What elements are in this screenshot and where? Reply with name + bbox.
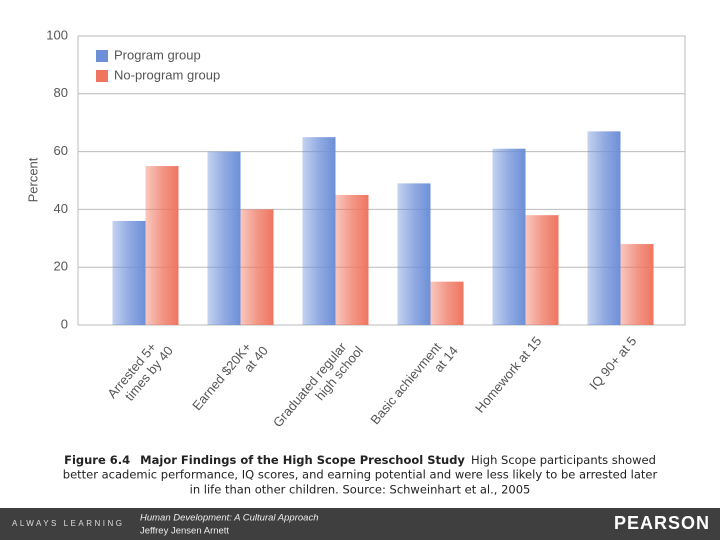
x-tick-label: Earned $20K+at 40 bbox=[189, 340, 271, 414]
bar bbox=[207, 151, 241, 325]
legend-label: Program group bbox=[114, 47, 201, 62]
bar bbox=[240, 209, 274, 325]
legend-swatch bbox=[96, 50, 108, 62]
x-tick-label-line: Earned $20K+ bbox=[189, 340, 254, 414]
legend-swatch bbox=[96, 70, 108, 82]
footer-brand: PEARSON bbox=[614, 513, 710, 533]
bar bbox=[145, 166, 179, 325]
footer-book: Human Development: A Cultural Approach bbox=[140, 513, 318, 524]
caption-title: Major Findings of the High Scope Prescho… bbox=[140, 453, 465, 467]
caption-text: High Scope participants showed bbox=[471, 453, 656, 467]
y-axis-label: Percent bbox=[25, 157, 40, 202]
bar bbox=[397, 183, 431, 325]
footer-bar bbox=[0, 508, 720, 540]
footer-tagline: ALWAYS LEARNING bbox=[12, 519, 124, 528]
bar bbox=[335, 194, 369, 325]
bar bbox=[302, 137, 336, 325]
bar bbox=[620, 244, 654, 325]
bar bbox=[430, 281, 464, 325]
caption-text: in life than other children. Source: Sch… bbox=[190, 483, 531, 497]
bar bbox=[492, 148, 526, 325]
caption-text: better academic performance, IQ scores, … bbox=[63, 468, 658, 482]
x-tick-label: Arrested 5+times by 40 bbox=[104, 340, 176, 404]
legend-label: No-program group bbox=[114, 67, 220, 82]
bar bbox=[587, 131, 621, 325]
y-tick-label: 20 bbox=[54, 259, 68, 274]
x-tick-label-line: Basic achievment bbox=[367, 339, 444, 427]
x-tick-label: Homework at 15 bbox=[472, 333, 544, 415]
y-tick-label: 80 bbox=[54, 85, 68, 100]
x-tick-label-line: Homework at 15 bbox=[472, 333, 544, 415]
caption-line: Figure 6.4 Major Findings of the High Sco… bbox=[64, 453, 656, 467]
footer-author: Jeffrey Jensen Arnett bbox=[140, 526, 229, 537]
y-tick-label: 60 bbox=[54, 143, 68, 158]
y-tick-label: 100 bbox=[46, 27, 68, 42]
caption-label: Figure 6.4 bbox=[64, 453, 130, 467]
x-tick-label: IQ 90+ at 5 bbox=[586, 333, 639, 392]
y-tick-label: 0 bbox=[61, 316, 68, 331]
bar bbox=[525, 215, 559, 325]
x-tick-label-line: IQ 90+ at 5 bbox=[586, 333, 639, 392]
bar bbox=[112, 220, 146, 325]
y-tick-label: 40 bbox=[54, 201, 68, 216]
